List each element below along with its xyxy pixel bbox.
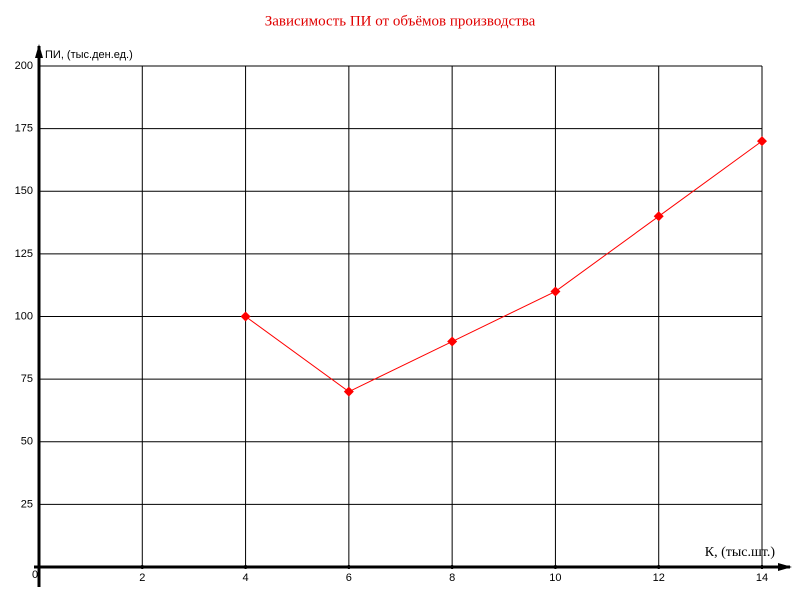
x-tick-label: 6 — [346, 572, 352, 584]
y-axis-label: ПИ, (тыс.ден.ед.) — [45, 49, 133, 61]
series-line — [245, 140, 763, 393]
y-axis-arrow — [35, 44, 43, 58]
x-tick-label: 4 — [243, 572, 249, 584]
data-point — [343, 386, 354, 397]
x-tick-label: 0 — [32, 569, 38, 581]
x-tick-label: 12 — [653, 572, 665, 584]
y-tick-label: 100 — [15, 310, 33, 322]
x-axis-label: К, (тыс.шт.) — [705, 545, 776, 560]
data-point — [757, 136, 767, 147]
x-axis-arrow — [778, 563, 792, 571]
x-tick-label: 14 — [756, 572, 768, 584]
x-tick-label: 8 — [449, 572, 455, 584]
y-tick-label: 25 — [21, 498, 33, 510]
y-tick-label: 125 — [15, 248, 33, 260]
x-tick-label: 10 — [549, 572, 561, 584]
x-tick-label: 2 — [139, 572, 145, 584]
chart-title: Зависимость ПИ от объёмов производства — [265, 13, 536, 29]
data-point — [240, 311, 251, 322]
y-tick-label: 50 — [21, 436, 33, 448]
data-point — [653, 211, 664, 222]
data-point — [447, 336, 458, 347]
data-point — [550, 286, 561, 297]
y-tick-label: 175 — [15, 123, 33, 135]
y-tick-label: 150 — [15, 185, 33, 197]
y-tick-label: 200 — [15, 60, 33, 72]
y-tick-label: 75 — [21, 373, 33, 385]
